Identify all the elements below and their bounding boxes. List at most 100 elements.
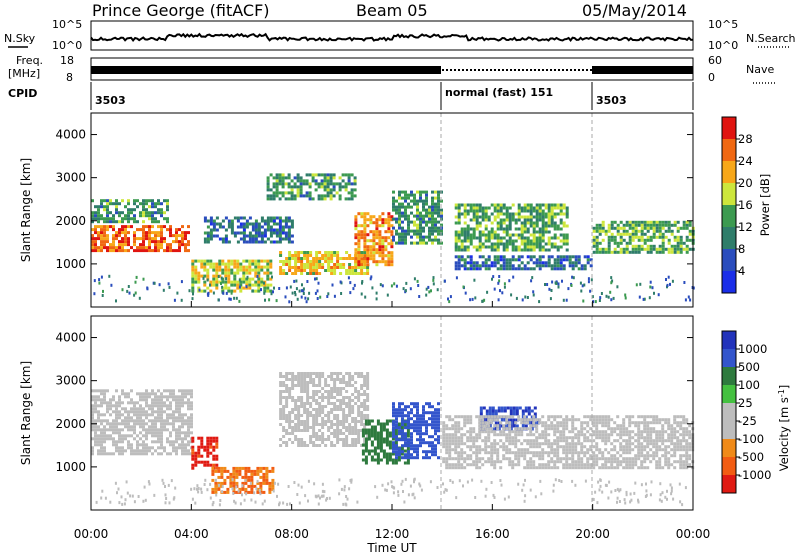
power-echo-cell — [610, 250, 614, 254]
velocity-echo-cell — [291, 375, 295, 378]
power-echo-cell — [562, 212, 566, 216]
velocity-echo-cell — [481, 415, 485, 419]
velocity-echo-cell — [181, 431, 184, 435]
power-echo-cell — [106, 211, 109, 215]
velocity-echo-cell — [410, 438, 413, 442]
power-echo-cell — [320, 179, 324, 183]
power-echo-cell — [269, 194, 273, 198]
power-echo-cell — [363, 263, 367, 267]
power-echo-cell — [206, 219, 210, 223]
velocity-echo-cell — [130, 407, 133, 411]
power-echo-cell — [410, 211, 413, 215]
power-echo-cell — [327, 263, 331, 266]
velocity-echo-cell — [312, 414, 316, 417]
velocity-echo-cell — [91, 389, 94, 393]
velocity-echo-cell — [586, 460, 590, 464]
velocity-echo-cell — [115, 422, 118, 426]
power-echo-cell — [378, 254, 382, 258]
velocity-echo-cell — [401, 411, 404, 415]
power-echo-cell — [475, 206, 479, 210]
power-echo-cell — [281, 237, 285, 241]
power-echo-cell — [338, 197, 342, 201]
power-echo-cell — [387, 221, 391, 225]
velocity-echo-cell — [327, 390, 331, 393]
power-echo-cell — [100, 237, 103, 241]
velocity-echo-cell — [106, 437, 109, 441]
power-echo-cell — [332, 185, 336, 189]
velocity-echo-cell — [413, 429, 416, 433]
power-echo-cell — [315, 260, 319, 263]
power-echo-cell — [224, 262, 228, 266]
velocity-echo-cell — [577, 433, 581, 437]
power-speckle-cell — [657, 293, 660, 297]
velocity-echo-cell — [482, 406, 486, 410]
velocity-echo-cell — [556, 439, 560, 443]
velocity-echo-cell — [112, 452, 115, 456]
power-echo-cell — [481, 242, 485, 246]
power-echo-cell — [272, 216, 276, 220]
power-echo-cell — [336, 266, 340, 269]
velocity-echo-cell — [279, 438, 283, 441]
velocity-echo-cell — [595, 427, 599, 431]
velocity-echo-cell — [508, 436, 512, 440]
power-echo-cell — [326, 194, 330, 198]
velocity-echo-cell — [169, 392, 172, 396]
power-echo-cell — [532, 206, 536, 210]
velocity-echo-cell — [404, 408, 407, 412]
power-echo-cell — [360, 263, 364, 266]
power-echo-cell — [514, 267, 518, 271]
velocity-echo-cell — [475, 439, 479, 443]
velocity-echo-cell — [285, 429, 289, 432]
power-echo-cell — [206, 259, 210, 263]
velocity-echo-cell — [613, 457, 617, 461]
power-echo-cell — [511, 248, 515, 252]
power-echo-cell — [269, 262, 273, 266]
power-echo-cell — [363, 260, 367, 264]
velocity-echo-cell — [109, 404, 112, 408]
velocity-echo-cell — [145, 413, 148, 417]
power-echo-cell — [115, 220, 118, 224]
velocity-echo-cell — [404, 441, 407, 445]
velocity-echo-cell — [363, 426, 367, 429]
power-echo-cell — [94, 246, 97, 250]
power-echo-cell — [233, 271, 237, 275]
velocity-echo-cell — [490, 451, 494, 455]
power-echo-cell — [517, 264, 521, 268]
velocity-echo-cell — [416, 417, 419, 421]
velocity-echo-cell — [115, 407, 118, 411]
velocity-echo-cell — [556, 415, 560, 419]
velocity-echo-cell — [212, 457, 216, 461]
velocity-echo-cell — [203, 445, 207, 449]
power-speckle-cell — [98, 278, 101, 282]
power-echo-cell — [266, 283, 270, 287]
power-echo-cell — [297, 266, 301, 269]
power-echo-cell — [535, 245, 539, 249]
power-echo-cell — [299, 176, 303, 180]
velocity-echo-cell — [360, 384, 364, 387]
power-echo-cell — [511, 255, 515, 259]
power-echo-cell — [398, 241, 401, 245]
velocity-echo-cell — [565, 418, 569, 422]
power-echo-cell — [375, 242, 379, 246]
velocity-echo-cell — [493, 433, 497, 437]
power-echo-cell — [607, 238, 611, 242]
velocity-echo-cell — [175, 407, 178, 411]
power-echo-cell — [487, 218, 491, 222]
power-echo-cell — [556, 261, 560, 265]
power-echo-cell — [97, 237, 100, 241]
power-echo-cell — [634, 235, 638, 239]
power-echo-cell — [475, 203, 479, 207]
velocity-echo-cell — [622, 445, 626, 449]
power-echo-cell — [484, 224, 488, 228]
velocity-echo-cell — [91, 437, 94, 441]
power-echo-cell — [321, 266, 325, 269]
power-echo-cell — [434, 235, 437, 239]
power-echo-cell — [478, 203, 482, 207]
velocity-echo-cell — [586, 466, 590, 470]
power-echo-cell — [416, 208, 419, 212]
velocity-echo-cell — [401, 417, 404, 421]
power-echo-cell — [466, 239, 470, 243]
power-echo-cell — [628, 223, 632, 227]
velocity-echo-cell — [157, 410, 160, 414]
power-echo-cell — [667, 229, 671, 233]
